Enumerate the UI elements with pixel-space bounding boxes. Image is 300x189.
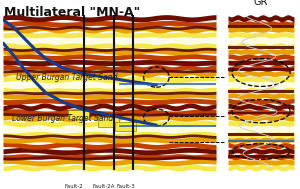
Text: GR: GR	[254, 0, 268, 7]
Text: Lower Burgan Target Sand: Lower Burgan Target Sand	[12, 115, 113, 123]
Text: Multilateral "MN-A": Multilateral "MN-A"	[4, 6, 141, 19]
FancyBboxPatch shape	[115, 122, 136, 131]
FancyBboxPatch shape	[98, 117, 119, 127]
Text: Upper Burgan Target Sand: Upper Burgan Target Sand	[16, 73, 118, 82]
Text: Fault-3: Fault-3	[116, 184, 135, 189]
Text: Fault-2A: Fault-2A	[93, 184, 116, 189]
FancyBboxPatch shape	[68, 110, 89, 119]
Text: Fault-2: Fault-2	[65, 184, 84, 189]
